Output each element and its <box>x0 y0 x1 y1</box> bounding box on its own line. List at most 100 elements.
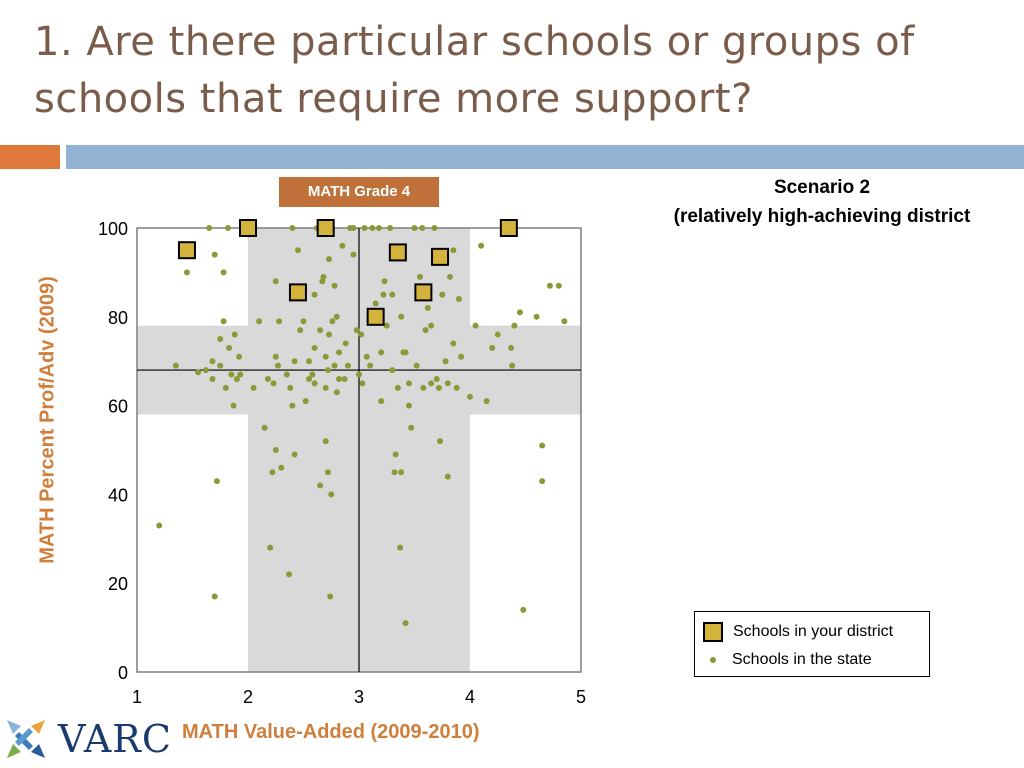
state-school-point <box>317 482 324 489</box>
scenario-title: Scenario 2 <box>773 177 871 198</box>
state-school-point <box>391 469 398 476</box>
state-school-point <box>363 353 370 360</box>
district-school-point <box>431 247 450 266</box>
state-school-point <box>422 327 429 334</box>
state-school-point <box>311 380 318 387</box>
chart-legend: Schools in your district Schools in the … <box>694 611 930 677</box>
state-school-point <box>450 247 457 254</box>
state-school-point <box>156 522 163 529</box>
state-school-point <box>302 398 309 405</box>
y-tick-label: 20 <box>108 574 128 594</box>
state-school-point <box>361 225 368 231</box>
district-school-point <box>388 243 407 262</box>
state-school-point <box>261 424 268 431</box>
state-school-point <box>278 464 285 471</box>
state-school-point <box>250 384 257 391</box>
state-school-point <box>455 296 462 303</box>
state-school-point <box>276 318 283 325</box>
state-school-point <box>387 225 394 231</box>
state-school-point <box>483 398 490 405</box>
state-school-point <box>533 313 540 320</box>
state-school-point <box>389 367 396 374</box>
state-school-point <box>402 620 409 627</box>
state-school-point <box>413 362 420 369</box>
state-school-point <box>428 322 435 329</box>
y-tick-label: 0 <box>118 663 128 683</box>
state-school-point <box>419 225 426 231</box>
state-school-point <box>264 375 271 382</box>
state-school-point <box>336 375 343 382</box>
state-school-point <box>322 384 329 391</box>
y-tick-label: 40 <box>108 485 128 505</box>
state-school-point <box>213 478 220 485</box>
state-school-point <box>195 369 202 376</box>
state-school-point <box>539 478 546 485</box>
state-school-point <box>546 282 553 289</box>
state-school-point <box>424 304 431 311</box>
state-school-point <box>431 225 438 231</box>
state-school-point <box>489 344 496 351</box>
state-school-point <box>336 349 343 356</box>
state-school-point <box>411 225 418 231</box>
state-school-point <box>331 282 338 289</box>
district-school-point <box>366 307 385 326</box>
state-school-point <box>311 291 318 298</box>
state-school-point <box>206 225 213 231</box>
state-school-point <box>509 362 516 369</box>
state-school-point <box>326 256 333 263</box>
state-school-point <box>286 571 293 578</box>
state-school-point <box>394 384 401 391</box>
accent-bar-blue <box>66 145 1024 169</box>
state-school-point <box>467 393 473 400</box>
state-school-point <box>333 313 340 320</box>
dot-marker-icon <box>710 656 716 663</box>
x-axis-label: MATH Value-Added (2009-2010) <box>182 721 480 743</box>
state-school-point <box>291 358 298 365</box>
accent-bar-orange <box>0 145 60 169</box>
y-tick-label: 60 <box>108 397 128 417</box>
legend-item-state: Schools in the state <box>703 649 872 671</box>
district-school-point <box>177 241 196 260</box>
state-school-point <box>209 375 216 382</box>
state-school-point <box>442 358 449 365</box>
state-school-point <box>458 353 465 360</box>
district-school-point <box>288 283 307 302</box>
state-school-point <box>329 318 336 325</box>
state-school-point <box>274 362 281 369</box>
state-school-point <box>344 362 351 369</box>
state-school-point <box>183 269 190 276</box>
state-school-point <box>327 593 334 600</box>
legend-label-state: Schools in the state <box>732 651 872 668</box>
state-school-point <box>294 247 301 254</box>
state-school-point <box>381 278 388 285</box>
state-school-point <box>322 438 329 445</box>
state-school-point <box>220 269 227 276</box>
varc-logo-icon <box>7 720 45 758</box>
state-school-point <box>217 336 224 342</box>
scenario-caption: Scenario 2 (relatively high-achieving di… <box>620 173 1024 231</box>
state-school-point <box>270 380 277 387</box>
state-school-point <box>472 322 479 329</box>
state-school-point <box>508 344 515 351</box>
state-school-point <box>417 273 424 280</box>
state-school-point <box>283 371 290 378</box>
state-school-point <box>320 273 327 280</box>
state-school-point <box>225 225 232 231</box>
state-school-point <box>511 322 518 329</box>
state-school-point <box>231 331 238 338</box>
state-school-point <box>226 344 233 351</box>
state-school-point <box>324 367 331 374</box>
state-school-point <box>447 273 454 280</box>
state-school-point <box>306 375 313 382</box>
state-school-point <box>217 362 224 369</box>
state-school-point <box>220 318 227 325</box>
state-school-point <box>172 362 179 369</box>
state-school-point <box>311 344 318 351</box>
state-school-point <box>408 424 415 431</box>
state-school-point <box>359 380 366 387</box>
state-school-point <box>453 384 460 391</box>
scenario-subtitle: (relatively high-achieving district <box>673 206 971 227</box>
state-school-point <box>428 380 435 387</box>
legend-label-district: Schools in your district <box>733 623 894 640</box>
state-school-point <box>358 331 365 338</box>
